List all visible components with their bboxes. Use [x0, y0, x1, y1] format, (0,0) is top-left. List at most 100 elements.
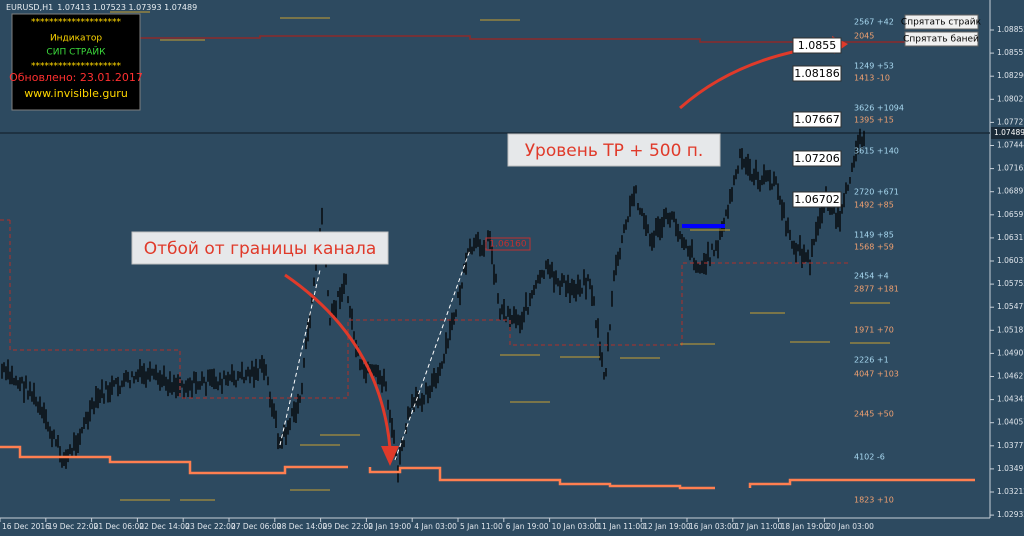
- price-label: 1.03497: [997, 464, 1024, 473]
- time-label: 29 Dec 22:00: [323, 522, 374, 531]
- current-price: 1.07489: [994, 128, 1024, 137]
- price-label: 1.07727: [997, 117, 1024, 126]
- price-label: 1.06897: [997, 187, 1024, 196]
- price-label: 1.04907: [997, 348, 1024, 357]
- button-bg: [904, 31, 979, 47]
- price-label: 1.04057: [997, 418, 1024, 427]
- button-bg: [904, 14, 979, 30]
- time-label: 16 Dec 2016: [2, 522, 50, 531]
- level-label: 2454 +4: [854, 272, 889, 281]
- time-label: 5 Jan 11:00: [460, 522, 503, 531]
- price-label: 1.03212: [997, 487, 1024, 496]
- info-text: www.invisible.guru: [24, 87, 128, 100]
- level-label: 2720 +671: [854, 188, 899, 197]
- annotation-box: [507, 133, 721, 167]
- button[interactable]: Спрятать страйк: [901, 14, 982, 30]
- price-label: 1.06032: [997, 256, 1024, 265]
- level-label: 1149 +85: [854, 231, 894, 240]
- price-label: 1.04627: [997, 372, 1024, 381]
- price-label: 1.05187: [997, 325, 1024, 334]
- time-label: 6 Jan 19:00: [506, 522, 549, 531]
- time-label: 4 Jan 03:00: [414, 522, 457, 531]
- annotation: Отбой от границы канала: [144, 239, 377, 259]
- price-label: 1.08290: [997, 71, 1024, 80]
- time-label: 16 Jan 03:00: [689, 522, 737, 531]
- time-label: 18 Jan 19:00: [781, 522, 829, 531]
- time-label: 12 Jan 19:00: [643, 522, 691, 531]
- time-label: 21 Dec 06:00: [94, 522, 145, 531]
- time-label: 17 Jan 11:00: [735, 522, 783, 531]
- info-text: Индикатор: [50, 34, 102, 44]
- price-label: 1.05752: [997, 279, 1024, 288]
- level-label: 1395 +15: [854, 116, 894, 125]
- level-label: 1971 +70: [854, 326, 894, 335]
- annotation-box: [131, 231, 389, 265]
- level-label: 2877 +181: [854, 285, 899, 294]
- price-box: [792, 37, 842, 54]
- price-label: 1.04342: [997, 395, 1024, 404]
- time-label: 23 Dec 22:00: [185, 522, 236, 531]
- arrow: [284, 273, 392, 449]
- price-label: 1.06597: [997, 210, 1024, 219]
- time-label: 22 Dec 14:00: [139, 522, 190, 531]
- price-box-label: 1.07206: [794, 152, 840, 165]
- level-label: 1413 -10: [854, 74, 890, 83]
- price-label: 1.06317: [997, 233, 1024, 242]
- info-text: СИП СТРАЙК: [46, 46, 106, 58]
- level-label: 2226 +1: [854, 356, 889, 365]
- info-text: Обновлено: 23.01.2017: [9, 71, 143, 84]
- level-label: 2567 +42: [854, 18, 894, 27]
- time-label: 27 Dec 06:00: [231, 522, 282, 531]
- button[interactable]: Спрятать баней: [903, 31, 979, 47]
- time-label: 20 Jan 03:00: [826, 522, 874, 531]
- price-label: 1.05477: [997, 302, 1024, 311]
- time-label: 19 Dec 22:00: [48, 522, 99, 531]
- info-text: ********************: [31, 62, 122, 72]
- price-box-label: 1.08186: [794, 67, 840, 80]
- level-label: 1823 +10: [854, 496, 894, 505]
- channel-line: [9, 220, 850, 399]
- price-label: 1.07162: [997, 164, 1024, 173]
- info-text: ********************: [31, 18, 122, 28]
- candles: [1, 128, 865, 483]
- price-box-label: 1.06702: [794, 193, 840, 206]
- small-price-label: 1.06160: [489, 240, 526, 250]
- level-label: 1568 +59: [854, 243, 894, 252]
- info-box: [11, 13, 141, 111]
- ohlc: 1.07413 1.07523 1.07393 1.07489: [57, 3, 197, 12]
- level-label: 1249 +53: [854, 62, 894, 71]
- time-label: 10 Jan 03:00: [552, 522, 600, 531]
- price-box: [792, 191, 842, 208]
- level-label: 4102 -6: [854, 453, 885, 462]
- current-price-box: [991, 127, 1024, 139]
- symbol-header: EURUSD,H1 1.07413 1.07523 1.07393 1.07489: [6, 3, 197, 12]
- time-label: 11 Jan 11:00: [597, 522, 645, 531]
- level-label: 2045: [854, 32, 874, 41]
- price-label: 1.08557: [997, 48, 1024, 57]
- price-label: 1.02932: [997, 510, 1024, 519]
- price-label: 1.07444: [997, 141, 1024, 150]
- small-price-box: [485, 237, 531, 251]
- level-label: 1492 +85: [854, 201, 894, 210]
- price-box: [792, 65, 842, 82]
- price-label: 1.08025: [997, 94, 1024, 103]
- level-label: 2445 +50: [854, 410, 894, 419]
- button-label: Спрятать баней: [903, 35, 979, 45]
- time-label: 28 Dec 14:00: [277, 522, 328, 531]
- level-label: 3615 +140: [854, 147, 899, 156]
- price-label: 1.08852: [997, 25, 1024, 34]
- dashed-trend: [279, 249, 471, 461]
- price-label: 1.03777: [997, 441, 1024, 450]
- level-label: 3626 +1094: [854, 104, 904, 113]
- upper-level: [20, 35, 975, 43]
- annotation: Уровень TP + 500 п.: [525, 141, 704, 161]
- arrowhead: [381, 446, 399, 466]
- time-label: 2 Jan 19:00: [368, 522, 411, 531]
- price-box-label: 1.07667: [794, 113, 840, 126]
- price-box-label: 1.0855: [798, 39, 837, 52]
- price-box: [792, 111, 842, 128]
- price-box: [792, 150, 842, 167]
